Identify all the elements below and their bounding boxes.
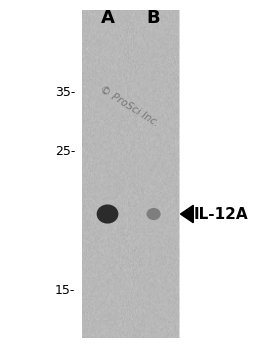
Text: B: B (147, 9, 161, 27)
Text: 35-: 35- (55, 86, 76, 99)
Bar (82, 10, 179, 338)
Text: 25-: 25- (55, 145, 76, 158)
Text: A: A (101, 9, 114, 27)
Text: © ProSci Inc.: © ProSci Inc. (98, 84, 161, 128)
Text: 15-: 15- (55, 284, 76, 297)
Text: IL-12A: IL-12A (193, 206, 248, 222)
Ellipse shape (97, 205, 118, 224)
Polygon shape (180, 205, 193, 223)
Ellipse shape (146, 208, 161, 220)
